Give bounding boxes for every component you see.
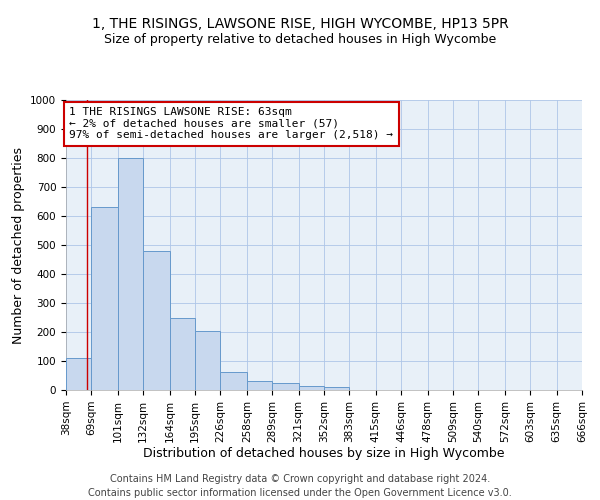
Bar [220, 372, 247, 390]
Text: Size of property relative to detached houses in High Wycombe: Size of property relative to detached ho… [104, 32, 496, 46]
Bar [170, 318, 195, 390]
Y-axis label: Number of detached properties: Number of detached properties [11, 146, 25, 344]
Bar [299, 386, 324, 390]
Bar [272, 383, 299, 390]
Bar [66, 358, 91, 390]
Bar [143, 251, 170, 390]
Bar [118, 158, 143, 390]
Bar [91, 208, 118, 390]
Bar [195, 330, 220, 390]
Text: 1, THE RISINGS, LAWSONE RISE, HIGH WYCOMBE, HP13 5PR: 1, THE RISINGS, LAWSONE RISE, HIGH WYCOM… [92, 18, 508, 32]
X-axis label: Distribution of detached houses by size in High Wycombe: Distribution of detached houses by size … [143, 448, 505, 460]
Bar [247, 382, 272, 390]
Text: 1 THE RISINGS LAWSONE RISE: 63sqm
← 2% of detached houses are smaller (57)
97% o: 1 THE RISINGS LAWSONE RISE: 63sqm ← 2% o… [69, 108, 393, 140]
Text: Contains HM Land Registry data © Crown copyright and database right 2024.
Contai: Contains HM Land Registry data © Crown c… [88, 474, 512, 498]
Bar [324, 386, 349, 390]
